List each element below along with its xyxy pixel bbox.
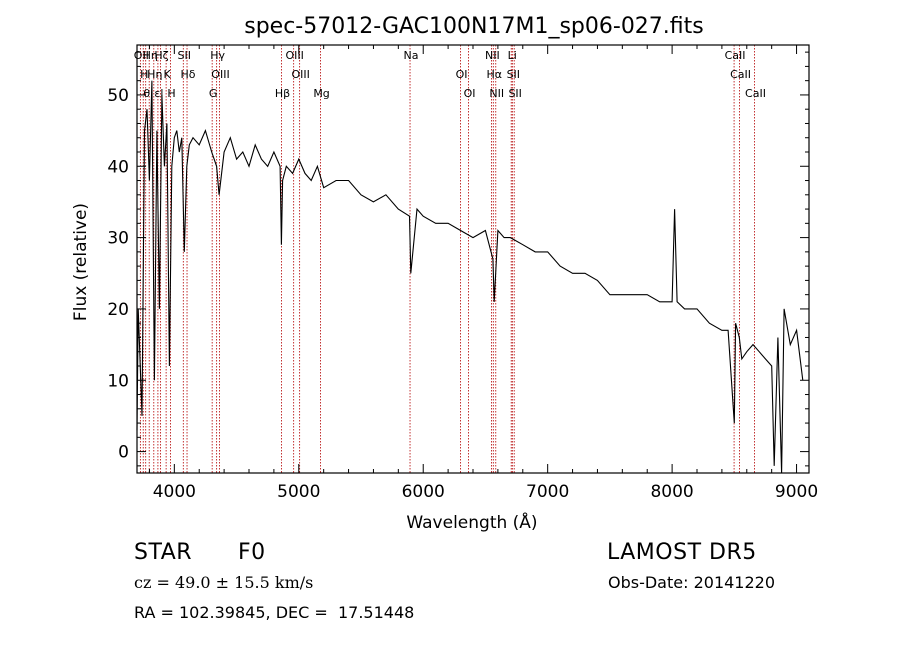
line-label: OI bbox=[456, 68, 468, 81]
line-label: H bbox=[167, 87, 175, 100]
line-label: OIII bbox=[211, 68, 229, 81]
line-label: CaII bbox=[745, 87, 766, 100]
line-labels-layer: OIIHθHηHηεlHζKHSIIHδGHγOIIIHβOIIIOIIIMgN… bbox=[134, 49, 766, 100]
subclass: F0 bbox=[238, 540, 266, 565]
line-label: Hγ bbox=[210, 49, 225, 62]
plot-frame bbox=[136, 44, 810, 474]
line-label: K bbox=[164, 68, 172, 81]
line-label: SII bbox=[507, 68, 520, 81]
y-tick-label: 40 bbox=[107, 157, 129, 177]
x-tick-label: 8000 bbox=[650, 482, 693, 502]
y-tick-label: 0 bbox=[118, 443, 129, 463]
observation-date: Obs-Date: 20141220 bbox=[608, 573, 776, 592]
y-tick-label: 10 bbox=[107, 371, 129, 391]
line-label: Hδ bbox=[181, 68, 196, 81]
x-tick-label: 4000 bbox=[153, 482, 196, 502]
object-class: STAR bbox=[134, 540, 193, 565]
y-tick-label: 30 bbox=[107, 229, 129, 249]
x-tick-label: 7000 bbox=[526, 482, 569, 502]
line-label: Hζ bbox=[154, 49, 168, 62]
x-axis-label: Wavelength (Å) bbox=[406, 511, 537, 533]
line-label: CaII bbox=[725, 49, 746, 62]
line-label: CaII bbox=[730, 68, 751, 81]
line-label: OI bbox=[464, 87, 476, 100]
coordinates: RA = 102.39845, DEC = 17.51448 bbox=[134, 603, 415, 622]
line-label: G bbox=[209, 87, 218, 100]
line-label: H bbox=[140, 68, 148, 81]
line-label: SII bbox=[178, 49, 191, 62]
y-axis-label: Flux (relative) bbox=[71, 203, 91, 321]
chart-title: spec-57012-GAC100N17M1_sp06-027.fits bbox=[244, 14, 704, 39]
line-label: Hη bbox=[147, 68, 162, 81]
y-tick-label: 50 bbox=[107, 86, 129, 106]
x-tick-label: 9000 bbox=[775, 482, 818, 502]
x-axis-ticks: 4000 5000 6000 7000 8000 9000 bbox=[148, 45, 818, 502]
line-label: OIII bbox=[291, 68, 309, 81]
line-label: Na bbox=[404, 49, 419, 62]
line-label: Hβ bbox=[275, 87, 290, 100]
line-label: εl bbox=[154, 87, 163, 100]
emission-lines-layer bbox=[139, 45, 755, 473]
survey-name: LAMOST DR5 bbox=[607, 540, 757, 565]
x-tick-label: 5000 bbox=[277, 482, 320, 502]
x-tick-label: 6000 bbox=[402, 482, 445, 502]
y-axis-ticks: 0 10 20 30 40 50 bbox=[107, 51, 809, 467]
y-tick-label: 20 bbox=[107, 300, 129, 320]
line-label: SII bbox=[508, 87, 521, 100]
line-label: Li bbox=[508, 49, 517, 62]
line-label: Mg bbox=[313, 87, 329, 100]
line-label: NII bbox=[489, 87, 504, 100]
line-label: Hη bbox=[143, 49, 158, 62]
line-label: θ bbox=[143, 87, 150, 100]
redshift-velocity: cz = 49.0 ± 15.5 km/s bbox=[134, 573, 314, 592]
spectrum-line bbox=[136, 80, 804, 474]
line-label: OIII bbox=[285, 49, 303, 62]
line-label: Hα bbox=[487, 68, 503, 81]
line-label: NII bbox=[485, 49, 500, 62]
